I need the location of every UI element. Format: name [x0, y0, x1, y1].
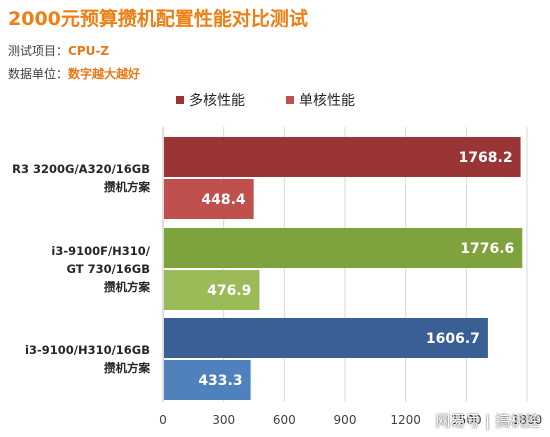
watermark: 网易号 | 搞机控 [435, 412, 540, 430]
legend-label-1: 单核性能 [299, 93, 355, 109]
bar-value-label-1-0: 1776.6 [460, 241, 514, 257]
chart-title: 2000元预算攒机配置性能对比测试 [8, 8, 308, 30]
unit-value: 数字越大越好 [68, 67, 141, 81]
category-label-1-0: i3-9100F/H310/ [51, 244, 150, 258]
category-label-2-1: 攒机方案 [104, 361, 150, 375]
bar-value-label-0-1: 448.4 [201, 192, 246, 208]
x-tick-label-3: 900 [334, 413, 357, 427]
x-tick-label-2: 600 [273, 413, 296, 427]
bar-value-label-2-0: 1606.7 [426, 331, 480, 347]
category-label-1-1: GT 730/16GB [67, 262, 151, 276]
bar-value-label-1-1: 476.9 [207, 283, 251, 299]
bar-0-1 [164, 179, 254, 219]
category-label-0-1: 攒机方案 [104, 180, 150, 194]
bar-1-0 [164, 228, 523, 268]
category-label-0-0: R3 3200G/A320/16GB [12, 162, 150, 176]
bar-value-label-2-1: 433.3 [198, 373, 242, 389]
unit-row: 数据单位：数字越大越好 [8, 65, 140, 82]
x-tick-label-6: 1800 [512, 413, 543, 427]
x-tick-label-0: 0 [159, 413, 167, 427]
x-tick-label-4: 1200 [390, 413, 421, 427]
legend-label-0: 多核性能 [189, 92, 245, 109]
test-item-value: CPU-Z [68, 44, 110, 58]
legend-swatch-0 [176, 96, 184, 104]
bar-1-1 [164, 270, 260, 310]
category-label-1-2: 攒机方案 [104, 280, 150, 294]
legend-swatch-1 [286, 96, 294, 104]
x-tick-label-5: 1500 [451, 413, 482, 427]
bar-0-0 [164, 137, 521, 177]
test-item-row: 测试项目：CPU-Z [8, 42, 109, 59]
unit-label: 数据单位： [8, 67, 69, 81]
bar-value-label-0-0: 1768.2 [459, 150, 513, 166]
test-item-label: 测试项目： [8, 44, 69, 58]
x-tick-label-1: 300 [212, 413, 235, 427]
category-label-2-0: i3-9100/H310/16GB [25, 343, 150, 357]
bar-2-1 [164, 360, 251, 400]
bar-2-0 [164, 318, 488, 358]
